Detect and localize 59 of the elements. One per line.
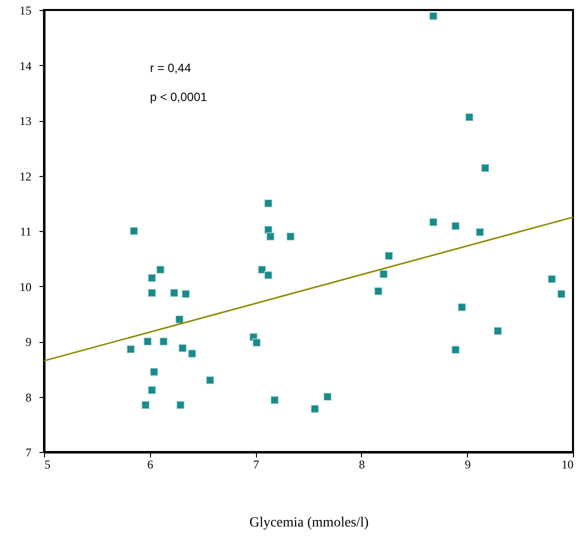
point xyxy=(264,226,272,234)
point xyxy=(170,288,178,297)
y-tick-label: 9 xyxy=(26,335,32,349)
y-tick-label: 12 xyxy=(20,169,32,184)
point xyxy=(148,386,156,394)
x-tick-label: 5 xyxy=(44,458,50,472)
point xyxy=(206,376,214,384)
point xyxy=(264,199,272,208)
point xyxy=(481,164,490,172)
y-tick-label: 15 xyxy=(20,4,32,18)
point xyxy=(548,275,556,284)
point xyxy=(150,368,158,376)
point xyxy=(476,228,484,236)
point xyxy=(323,392,332,401)
point xyxy=(465,113,474,122)
point xyxy=(178,344,187,352)
point xyxy=(452,346,460,354)
point xyxy=(266,232,274,241)
y-tick-label: 10 xyxy=(20,280,32,294)
point xyxy=(156,266,164,274)
point xyxy=(182,290,190,298)
x-axis-title: Glycemia (mmoles/l) xyxy=(249,516,370,530)
point xyxy=(384,252,393,260)
point xyxy=(148,274,156,282)
point xyxy=(380,270,388,278)
x-tick-label: 8 xyxy=(358,458,365,472)
point xyxy=(175,315,184,324)
point xyxy=(458,303,466,312)
point xyxy=(176,400,185,410)
point xyxy=(429,218,438,226)
y-tick-label: 13 xyxy=(20,114,32,128)
point xyxy=(130,226,138,236)
annotation: r = 0,44 xyxy=(150,61,192,75)
point xyxy=(188,350,196,358)
y-tick-label: 11 xyxy=(20,224,32,238)
y-tick-label: 7 xyxy=(26,446,32,460)
point xyxy=(144,337,152,346)
point xyxy=(452,222,460,230)
point xyxy=(270,396,279,404)
point xyxy=(252,338,261,347)
annotation: p < 0,0001 xyxy=(150,90,208,104)
point xyxy=(286,232,295,241)
point xyxy=(557,290,566,298)
point xyxy=(494,326,502,336)
x-tick-label: 9 xyxy=(464,458,471,472)
point xyxy=(264,271,272,280)
point xyxy=(429,12,438,20)
point xyxy=(126,345,135,354)
point xyxy=(159,337,168,346)
x-tick-label: 10 xyxy=(562,458,574,472)
point xyxy=(258,266,266,274)
x-tick-label: 7 xyxy=(253,458,260,472)
point xyxy=(142,400,150,410)
point xyxy=(374,287,382,296)
x-tick-label: 6 xyxy=(147,458,154,472)
y-tick-label: 8 xyxy=(26,390,32,404)
point xyxy=(148,288,156,297)
y-tick-label: 14 xyxy=(20,58,32,73)
point xyxy=(310,404,319,413)
